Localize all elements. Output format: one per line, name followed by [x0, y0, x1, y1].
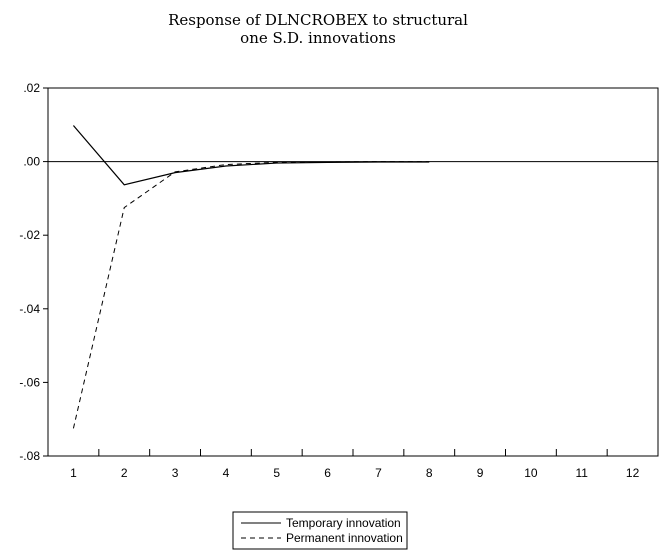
x-tick-label: 1 [70, 466, 77, 480]
series-layer [72, 125, 430, 429]
chart-title-line-2: one S.D. innovations [240, 29, 396, 47]
x-tick-label: 5 [273, 466, 280, 480]
x-tick-label: 3 [172, 466, 179, 480]
x-tick-label: 2 [121, 466, 128, 480]
x-tick-label: 8 [426, 466, 433, 480]
y-tick-label: -.06 [19, 375, 40, 389]
series-line-permanent-innovation [72, 161, 430, 429]
legend-label: Temporary innovation [286, 516, 401, 530]
plot-frame [47, 87, 659, 457]
x-axis: 1 2 3 4 5 6 7 8 9 10 11 12 [70, 449, 640, 480]
series-line-temporary-innovation [72, 125, 430, 186]
x-tick-label: 11 [576, 466, 589, 480]
y-tick-label: .02 [23, 81, 40, 95]
y-tick-label: .00 [23, 155, 40, 169]
x-tick-label: 6 [324, 466, 331, 480]
y-tick-label: -.02 [19, 228, 40, 242]
y-axis: .02 .00 -.02 -.04 -.06 -.08 [19, 81, 48, 463]
legend-box [232, 511, 408, 550]
x-tick-label: 4 [223, 466, 230, 480]
chart-title-line-1: Response of DLNCROBEX to structural [168, 11, 468, 29]
legend-label: Permanent innovation [286, 531, 403, 545]
x-tick-label: 7 [375, 466, 382, 480]
x-tick-label: 9 [477, 466, 484, 480]
chart-title: Response of DLNCROBEX to structural one … [168, 11, 468, 47]
y-tick-label: -.08 [19, 449, 40, 463]
x-tick-label: 12 [626, 466, 640, 480]
y-tick-label: -.04 [19, 302, 40, 316]
x-tick-label: 10 [524, 466, 538, 480]
